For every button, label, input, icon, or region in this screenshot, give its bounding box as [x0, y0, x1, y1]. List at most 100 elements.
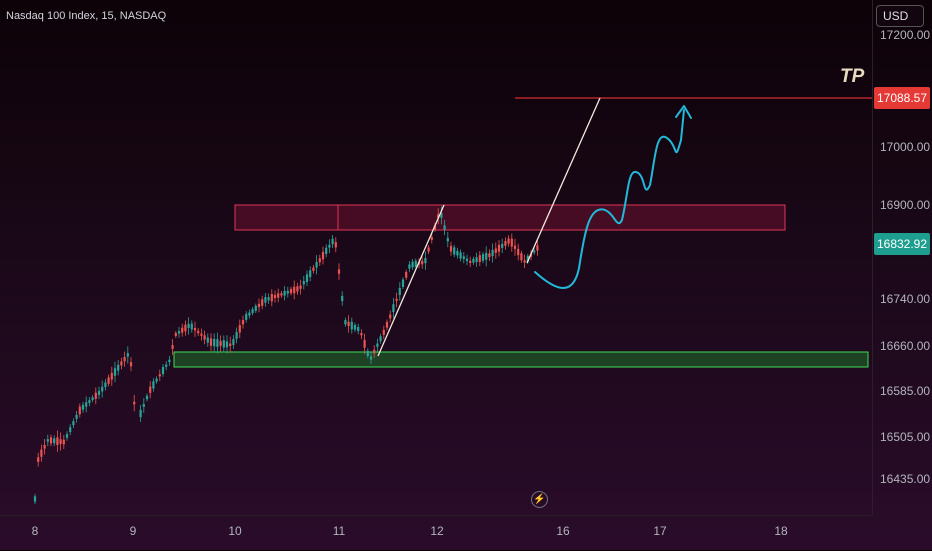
resistance-zone[interactable] — [234, 204, 786, 231]
candle-body — [360, 333, 363, 336]
candle-body — [238, 325, 241, 333]
candle-body — [91, 397, 94, 400]
lightning-icon[interactable]: ⚡ — [531, 491, 548, 508]
price-tick-16900: 16900.00 — [880, 198, 931, 212]
candle-body — [507, 238, 510, 244]
candle-body — [331, 238, 334, 245]
candle-body — [270, 293, 273, 302]
candle-body — [379, 336, 382, 342]
candle-body — [526, 255, 529, 262]
time-tick-16: 16 — [556, 524, 570, 538]
time-axis[interactable] — [0, 515, 872, 551]
candle-body — [81, 404, 85, 410]
candle-body — [257, 303, 261, 307]
candle-body — [107, 377, 110, 384]
candle-body — [120, 361, 123, 366]
price-tick-16505: 16505.00 — [880, 430, 931, 444]
currency-selector[interactable]: USD — [876, 5, 924, 27]
time-tick-18: 18 — [774, 524, 788, 538]
candle-body — [117, 364, 120, 371]
candle-body — [408, 264, 411, 269]
candle-body — [305, 274, 309, 283]
candle-body — [488, 253, 491, 258]
tp-label: TP — [840, 66, 865, 87]
candle-body — [456, 250, 459, 256]
candle-body — [181, 327, 184, 333]
candle-body — [174, 332, 177, 336]
candle-body — [289, 288, 293, 294]
candle-body — [225, 341, 229, 348]
tp-price-tag: 17088.57 — [874, 87, 930, 109]
candle-body — [126, 353, 129, 357]
candle-body — [315, 261, 318, 268]
candle-body — [523, 260, 526, 263]
last-price-tag: 16832.92 — [874, 233, 930, 255]
candle-body — [337, 269, 341, 274]
candle-body — [277, 293, 280, 298]
candle-body — [139, 409, 142, 418]
candle-body — [184, 324, 187, 332]
candle-body — [437, 214, 440, 219]
candle-body — [53, 438, 56, 444]
candle-body — [369, 356, 373, 360]
candle-body — [321, 251, 325, 260]
candle-body — [357, 327, 360, 332]
candle-body — [401, 279, 405, 287]
candle-body — [325, 247, 328, 255]
chart-canvas[interactable] — [0, 0, 872, 515]
candle-body — [373, 349, 376, 354]
time-tick-11: 11 — [332, 524, 346, 538]
time-tick-10: 10 — [228, 524, 242, 538]
candle-body — [213, 338, 216, 347]
candle-body — [241, 320, 245, 325]
candle-body — [462, 256, 465, 259]
support-zone[interactable] — [173, 351, 869, 368]
candle-body — [158, 374, 161, 377]
candle-body — [520, 253, 523, 261]
candle-body — [363, 339, 366, 348]
candle-body — [264, 297, 267, 303]
candle-body — [69, 427, 72, 432]
candle-body — [497, 244, 501, 252]
candle-body — [85, 402, 88, 407]
candle-body — [347, 321, 350, 327]
candle-body — [88, 400, 91, 403]
candle-body — [296, 286, 299, 292]
candle-body — [504, 241, 507, 246]
candle-body — [65, 434, 69, 438]
candle-body — [433, 225, 437, 230]
candle-body — [104, 382, 107, 388]
candle-body — [110, 372, 113, 380]
candle-body — [353, 325, 357, 330]
candle-body — [40, 449, 43, 457]
candle-body — [177, 331, 181, 334]
projection-arrowhead — [675, 105, 692, 119]
candle-body — [222, 340, 225, 348]
price-tick-16435: 16435.00 — [880, 472, 931, 486]
price-tick-16585: 16585.00 — [880, 384, 931, 398]
candle-body — [235, 332, 238, 339]
candle-body — [395, 298, 398, 301]
candlestick-series — [33, 206, 539, 505]
candle-body — [398, 287, 401, 296]
candle-body — [481, 254, 485, 261]
candle-body — [200, 333, 203, 336]
trendline-right[interactable] — [526, 97, 601, 264]
time-tick-12: 12 — [430, 524, 444, 538]
candle-body — [72, 421, 75, 426]
candle-body — [62, 439, 65, 445]
candle-body — [43, 444, 46, 449]
candle-body — [193, 328, 197, 331]
candle-body — [75, 414, 78, 419]
candle-body — [142, 404, 145, 407]
candle-body — [427, 247, 430, 252]
candle-body — [385, 321, 389, 328]
projection-wave[interactable] — [534, 109, 685, 289]
candle-body — [513, 245, 517, 250]
candle-body — [46, 439, 49, 442]
trendline-left[interactable] — [377, 204, 445, 357]
candle-body — [187, 323, 190, 328]
price-axis-separator — [872, 0, 873, 515]
candle-body — [536, 245, 539, 251]
candle-body — [424, 258, 427, 264]
